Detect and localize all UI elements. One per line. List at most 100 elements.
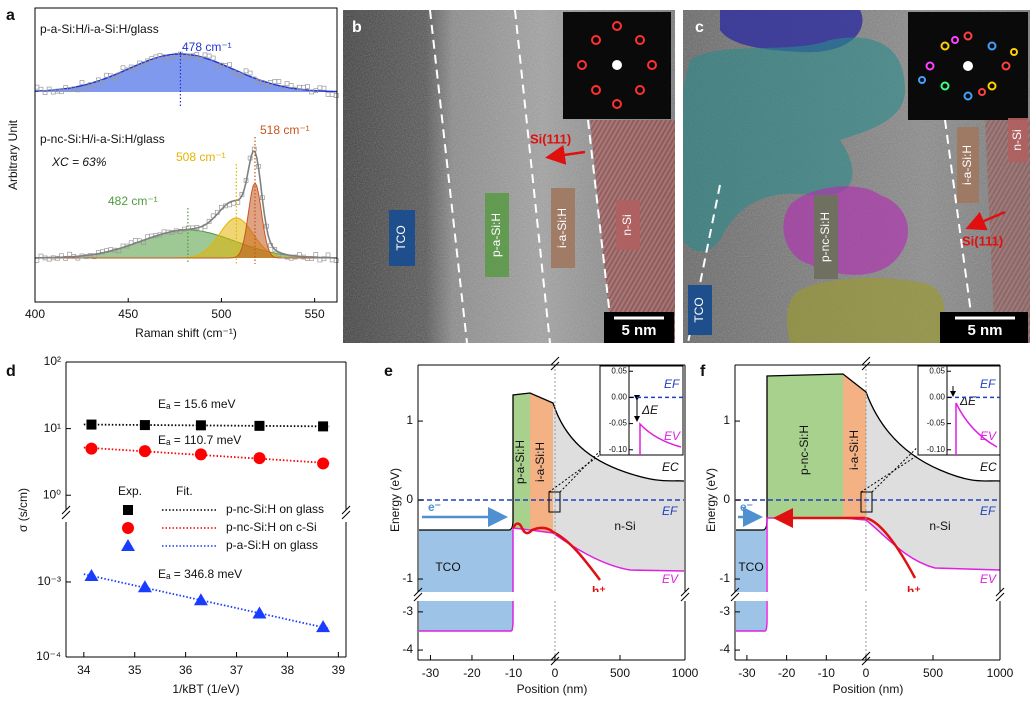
raw-point <box>329 92 335 97</box>
raw-point <box>247 70 253 76</box>
panel-label: b <box>352 19 362 36</box>
raw-point <box>198 56 204 62</box>
inset-y-tick-label: -0.05 <box>927 419 946 428</box>
fit-line <box>83 573 330 630</box>
layer-label: n-Si <box>614 519 635 533</box>
raw-point <box>251 76 257 82</box>
raw-point <box>67 251 73 257</box>
panel-label: c <box>695 19 704 36</box>
axis-break <box>730 587 740 602</box>
plot-frame <box>34 7 338 303</box>
x-tick-label: 500 <box>610 666 630 680</box>
crystallinity: XC = 63% <box>51 155 107 169</box>
raw-point <box>46 86 52 92</box>
x-tick-label: -30 <box>422 666 440 680</box>
y-tick-label: -3 <box>402 604 413 618</box>
inset-y-tick-label: 0.00 <box>929 393 945 402</box>
raw-point <box>79 80 85 85</box>
fit-area <box>35 54 337 92</box>
x-tick-label: 34 <box>77 663 91 677</box>
component-area <box>35 183 337 258</box>
y-tick-label: 10¹ <box>44 421 61 435</box>
raw-point <box>325 252 331 258</box>
marker <box>252 606 267 619</box>
raw-point <box>145 58 150 64</box>
raw-point <box>239 72 245 78</box>
raw-point <box>260 80 265 85</box>
marker <box>195 420 206 431</box>
x-tick-label: -30 <box>738 666 756 680</box>
marker <box>137 580 152 593</box>
marker <box>318 421 329 432</box>
raw-point <box>313 252 319 257</box>
band-diagram-e: TCO p-a-Si:H i-a-Si:H n-Si EC EF EV e⁻ h… <box>388 365 685 696</box>
panel-d: σ (s/cm) 1/kBT (1/eV) Exp. Fit. Eₐ = 15.… <box>16 397 242 696</box>
x-tick-label: 35 <box>128 663 142 677</box>
carrier-label: e⁻ <box>428 500 441 514</box>
layer-label: TCO <box>435 560 460 574</box>
raw-point <box>333 258 339 263</box>
marker <box>84 569 99 582</box>
peak-label: 508 cm⁻¹ <box>176 150 226 164</box>
axis-break <box>341 505 351 520</box>
y-tick-label: -1 <box>402 571 413 585</box>
layer-tag: i-a-Si:H <box>957 127 979 203</box>
raw-point <box>288 83 294 88</box>
x-axis-label: Position (nm) <box>833 682 904 696</box>
carrier-label: e⁻ <box>740 500 753 514</box>
layer-label: i-a-Si:H <box>960 145 974 185</box>
y-axis-label: Energy (eV) <box>388 468 402 532</box>
raw-point <box>272 79 278 84</box>
raw-point <box>124 67 130 73</box>
y-tick-label: 10⁻³ <box>37 574 61 588</box>
raw-point <box>321 256 327 262</box>
y-tick-label: 1 <box>406 413 413 427</box>
axis-break <box>861 356 871 371</box>
raw-point <box>272 246 278 252</box>
peak-label: 482 cm⁻¹ <box>108 194 158 208</box>
inset-label: EF <box>980 377 996 391</box>
marker <box>317 457 330 470</box>
inset-y-tick-label: -0.05 <box>609 419 628 428</box>
layer-label: n-Si <box>620 214 634 235</box>
raw-point <box>280 85 286 90</box>
y-tick-label: 0 <box>406 492 413 506</box>
layer-label: p-nc-Si:H <box>818 212 832 262</box>
peak-label: 518 cm⁻¹ <box>260 123 310 137</box>
raw-point <box>243 68 249 74</box>
scale-bar: 5 nm <box>621 322 656 339</box>
sum-curve <box>35 150 337 259</box>
raw-point <box>206 53 212 59</box>
axis-break <box>995 587 1005 602</box>
panel-a: p-a-Si:H/i-a-Si:H/glass p-nc-Si:H/i-a-Si… <box>6 22 237 340</box>
panel-label: e <box>384 363 393 380</box>
x-tick-label: -20 <box>778 666 796 680</box>
layer-label: TCO <box>738 560 763 574</box>
raw-point <box>333 93 339 98</box>
layer-label: p-a-Si:H <box>489 213 503 257</box>
raw-point <box>264 82 269 88</box>
band-label: EV <box>980 572 997 586</box>
legend-label: p-nc-Si:H on glass <box>226 502 324 516</box>
raw-point <box>108 73 114 79</box>
inset-y-tick-label: 0.05 <box>611 366 627 375</box>
raw-point <box>83 85 89 91</box>
layer-tag: i-a-Si:H <box>551 188 575 268</box>
tem-image-c: p-nc-Si:H i-a-Si:H n-Si TCO Si(111) 5 nm <box>683 10 1030 343</box>
raw-point <box>75 87 81 93</box>
layer-label: p-nc-Si:H <box>797 425 811 475</box>
raw-point <box>116 72 122 78</box>
layer-tag: p-nc-Si:H <box>814 195 838 279</box>
x-tick-label: 550 <box>305 307 325 321</box>
raw-point <box>194 52 200 57</box>
layer-tag: p-a-Si:H <box>485 193 509 277</box>
marker <box>123 505 133 515</box>
orientation-label: Si(111) <box>962 233 1003 248</box>
panel-label: d <box>6 363 16 380</box>
marker <box>193 593 208 606</box>
inset-label: EV <box>664 429 681 443</box>
inset-label: EV <box>980 429 997 443</box>
raw-point <box>38 86 44 92</box>
raw-point <box>42 90 48 95</box>
band-label: EF <box>980 504 996 518</box>
